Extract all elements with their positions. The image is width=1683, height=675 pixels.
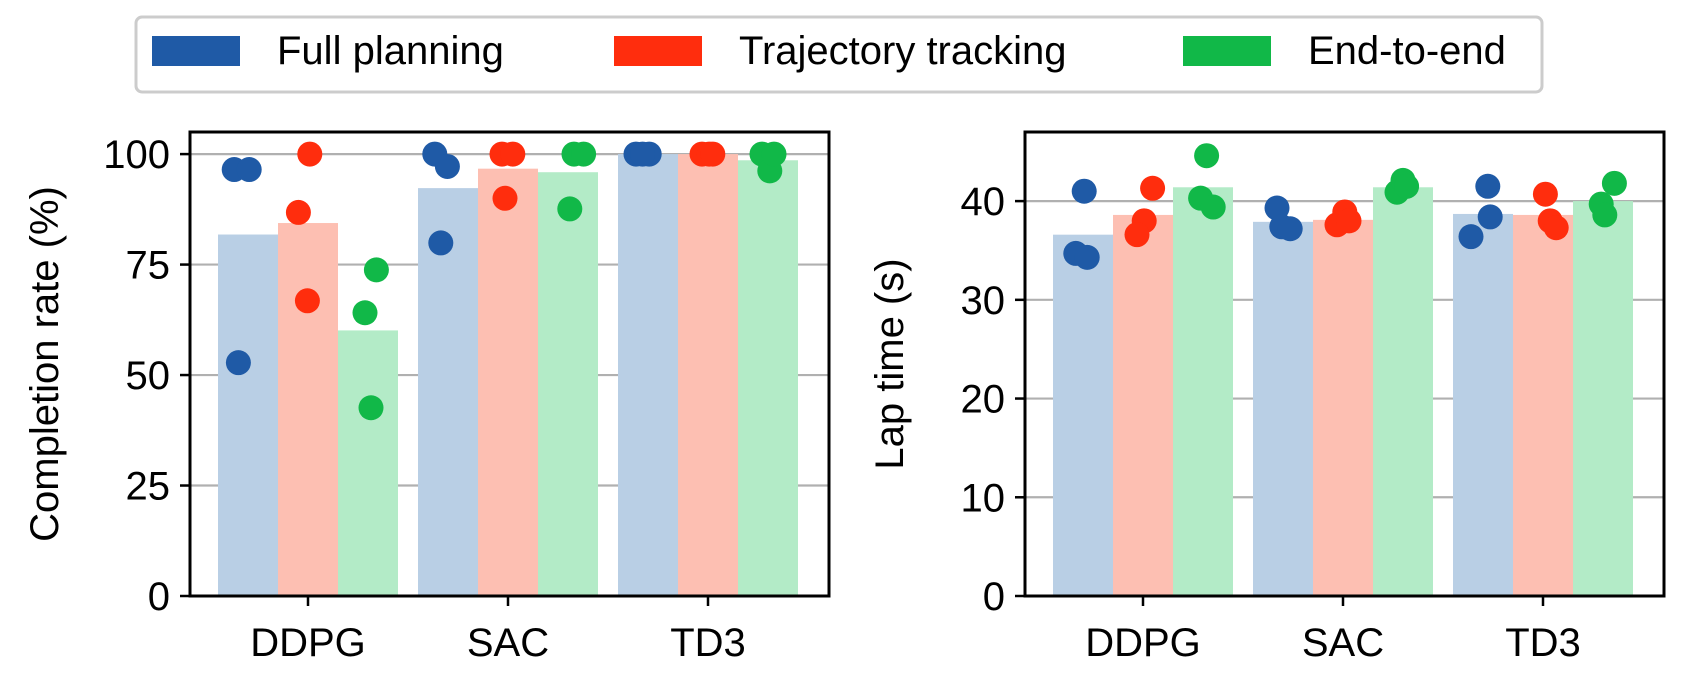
bar-td3-trajectory-tracking — [1513, 214, 1573, 596]
point-ddpg-end-to-end — [363, 257, 389, 283]
lap-time-panel: 0 10 20 30 40 DDPG SAC TD3 Lap time (s) — [868, 130, 1666, 665]
point-td3-end-to-end — [1592, 202, 1618, 228]
point-ddpg-full-planning — [225, 350, 251, 376]
legend-label-trajectory-tracking: Trajectory tracking — [739, 29, 1067, 73]
bar-td3-full-planning — [618, 154, 678, 596]
y-tick-label: 40 — [961, 180, 1006, 224]
legend-label-full-planning: Full planning — [277, 29, 504, 73]
x-tick-label-sac: SAC — [1302, 621, 1384, 665]
bar-ddpg-trajectory-tracking — [278, 223, 338, 596]
point-ddpg-trajectory-tracking — [294, 288, 320, 314]
legend-label-end-to-end: End-to-end — [1308, 29, 1506, 73]
axes-frame — [1023, 130, 1666, 598]
bar-sac-trajectory-tracking — [1313, 219, 1373, 596]
bar-sac-trajectory-tracking — [478, 168, 538, 596]
y-axis-label: Lap time (s) — [868, 258, 912, 469]
bar-sac-end-to-end — [1373, 187, 1433, 597]
point-sac-trajectory-tracking — [492, 185, 518, 211]
legend: Full planning Trajectory tracking End-to-e… — [134, 15, 1544, 94]
point-td3-full-planning — [1477, 204, 1503, 230]
point-ddpg-end-to-end — [1194, 143, 1220, 169]
x-tick-label-ddpg: DDPG — [250, 621, 366, 665]
x-tick-label-sac: SAC — [467, 621, 549, 665]
point-sac-end-to-end — [571, 141, 597, 167]
point-td3-full-planning — [1475, 173, 1501, 199]
bar-ddpg-full-planning — [1053, 234, 1113, 596]
axes-frame — [188, 130, 831, 598]
bar-td3-end-to-end — [1573, 201, 1633, 596]
y-tick-label: 0 — [148, 575, 170, 619]
y-tick-label: 75 — [126, 244, 171, 288]
point-sac-end-to-end — [557, 196, 583, 222]
y-tick-label: 10 — [961, 476, 1006, 520]
point-sac-full-planning — [428, 230, 454, 256]
y-tick-label: 25 — [126, 465, 171, 509]
bar-ddpg-full-planning — [218, 234, 278, 596]
y-axis-label: Completion rate (%) — [23, 186, 67, 542]
point-td3-full-planning — [1458, 224, 1484, 250]
y-tick-label: 30 — [961, 279, 1006, 323]
point-sac-full-planning — [1264, 195, 1290, 221]
point-sac-end-to-end — [1394, 173, 1420, 199]
point-ddpg-end-to-end — [1200, 194, 1226, 220]
completion-rate-panel: 0 25 50 75 100 DDPG SAC TD3 Completion rate (%) — [23, 130, 831, 665]
point-ddpg-trajectory-tracking — [297, 141, 323, 167]
bar-td3-trajectory-tracking — [678, 154, 738, 596]
legend-swatch-trajectory-tracking — [614, 36, 702, 66]
point-sac-trajectory-tracking — [1336, 208, 1362, 234]
point-td3-end-to-end — [1601, 170, 1627, 196]
point-td3-trajectory-tracking — [1532, 181, 1558, 207]
bar-ddpg-trajectory-tracking — [1113, 214, 1173, 596]
x-tick-label-td3: TD3 — [670, 621, 746, 665]
point-td3-trajectory-tracking — [700, 141, 726, 167]
point-sac-full-planning — [1277, 216, 1303, 242]
legend-swatch-end-to-end — [1183, 36, 1271, 66]
y-tick-label: 100 — [103, 133, 170, 177]
point-sac-full-planning — [434, 153, 460, 179]
point-td3-full-planning — [630, 141, 656, 167]
y-tick-label: 50 — [126, 354, 171, 398]
y-tick-label: 20 — [961, 378, 1006, 422]
point-ddpg-trajectory-tracking — [1140, 175, 1166, 201]
y-tick-label: 0 — [983, 575, 1005, 619]
x-tick-label-td3: TD3 — [1505, 621, 1581, 665]
point-ddpg-trajectory-tracking — [285, 199, 311, 225]
point-sac-trajectory-tracking — [500, 141, 526, 167]
point-ddpg-full-planning — [1074, 244, 1100, 270]
bar-sac-full-planning — [1253, 221, 1313, 596]
point-ddpg-end-to-end — [358, 395, 384, 421]
bar-ddpg-end-to-end — [338, 330, 398, 596]
point-td3-end-to-end — [761, 141, 787, 167]
point-ddpg-end-to-end — [352, 300, 378, 326]
point-ddpg-full-planning — [1071, 178, 1097, 204]
point-td3-trajectory-tracking — [1543, 215, 1569, 241]
bar-ddpg-end-to-end — [1173, 187, 1233, 597]
bar-td3-full-planning — [1453, 213, 1513, 596]
legend-frame — [134, 15, 1544, 94]
bar-sac-full-planning — [418, 188, 478, 597]
bar-td3-end-to-end — [738, 160, 798, 596]
point-ddpg-full-planning — [236, 157, 262, 183]
bar-sac-end-to-end — [538, 172, 598, 597]
legend-swatch-full-planning — [152, 36, 240, 66]
point-ddpg-trajectory-tracking — [1124, 222, 1150, 248]
x-tick-label-ddpg: DDPG — [1085, 621, 1201, 665]
